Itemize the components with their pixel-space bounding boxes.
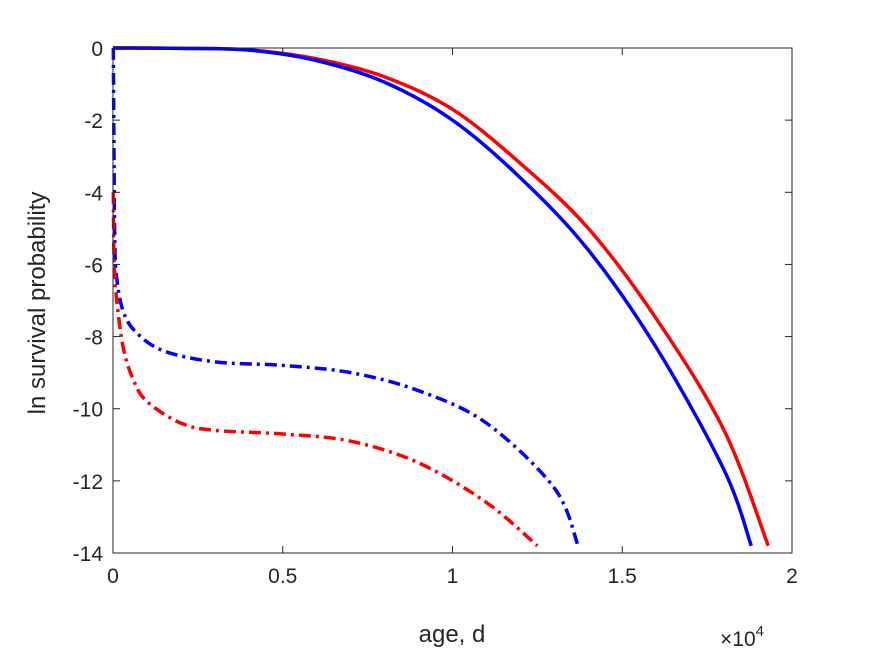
x-axis-label: age, d <box>419 621 486 648</box>
plot-lines <box>111 46 770 548</box>
y-tick-label: -14 <box>73 543 104 566</box>
x-tick-label: 0 <box>107 565 119 588</box>
y-tick-label: -10 <box>73 399 103 422</box>
series-line-4 <box>111 192 539 548</box>
y-tick-label: -12 <box>73 471 103 494</box>
x-axis-exponent: ×104 <box>720 623 764 651</box>
y-tick-label: -6 <box>84 254 103 277</box>
x-axis-exponent-power: 4 <box>756 623 764 640</box>
y-axis-label: ln survival probability <box>24 192 51 415</box>
series-line-3 <box>111 47 580 547</box>
x-tick-label: 2 <box>786 565 798 588</box>
x-axis-exponent-base: ×10 <box>720 628 756 651</box>
y-tick-label: 0 <box>91 38 103 61</box>
x-axis-ticks: 0 0.5 1 1.5 2 <box>107 48 798 588</box>
x-tick-label: 1 <box>447 565 459 588</box>
plot-frame <box>112 47 793 554</box>
y-tick-label: -2 <box>84 110 103 133</box>
x-tick-label: 0.5 <box>268 565 297 588</box>
y-tick-label: -8 <box>84 327 103 350</box>
x-tick-label: 1.5 <box>608 565 637 588</box>
y-axis-ticks: 0 -2 -4 -6 -8 -10 -12 -14 <box>73 38 792 566</box>
series-line-2 <box>112 46 753 547</box>
series-line-1 <box>112 46 770 547</box>
y-tick-label: -4 <box>84 182 103 205</box>
